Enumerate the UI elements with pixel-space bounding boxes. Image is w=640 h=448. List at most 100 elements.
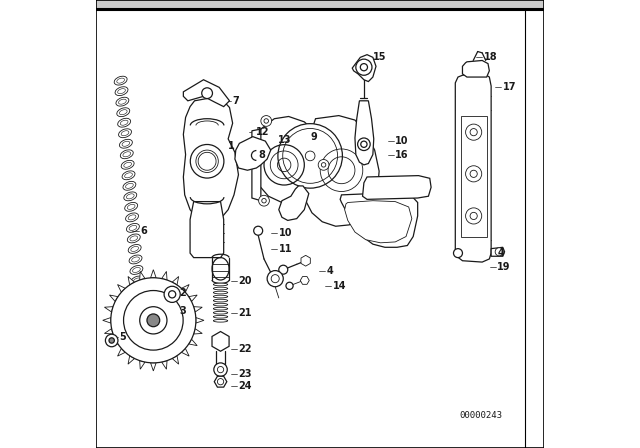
- Circle shape: [267, 271, 284, 287]
- Text: 6: 6: [140, 226, 147, 236]
- Text: 7: 7: [233, 96, 239, 106]
- Polygon shape: [118, 349, 125, 356]
- Ellipse shape: [134, 308, 147, 316]
- Ellipse shape: [134, 289, 142, 293]
- Polygon shape: [128, 356, 134, 364]
- Ellipse shape: [213, 315, 228, 318]
- Circle shape: [147, 314, 160, 327]
- Circle shape: [305, 151, 315, 161]
- Ellipse shape: [132, 257, 140, 262]
- Ellipse shape: [114, 76, 127, 85]
- Polygon shape: [362, 176, 431, 199]
- Ellipse shape: [120, 110, 127, 115]
- Circle shape: [214, 363, 227, 376]
- Ellipse shape: [133, 278, 141, 283]
- Circle shape: [361, 141, 367, 147]
- Circle shape: [124, 291, 183, 350]
- Ellipse shape: [125, 173, 132, 178]
- Ellipse shape: [129, 225, 137, 230]
- Ellipse shape: [128, 245, 141, 254]
- Circle shape: [164, 286, 180, 302]
- Ellipse shape: [125, 213, 138, 222]
- Polygon shape: [255, 116, 324, 202]
- Ellipse shape: [130, 266, 143, 275]
- Polygon shape: [463, 60, 490, 77]
- Ellipse shape: [115, 87, 128, 95]
- Text: 9: 9: [310, 132, 317, 142]
- Text: 24: 24: [239, 381, 252, 391]
- Polygon shape: [235, 137, 271, 170]
- Ellipse shape: [127, 204, 135, 209]
- Polygon shape: [172, 356, 179, 364]
- Polygon shape: [104, 306, 113, 312]
- Polygon shape: [162, 271, 167, 280]
- Ellipse shape: [122, 141, 130, 146]
- Ellipse shape: [118, 99, 126, 104]
- Text: 23: 23: [239, 369, 252, 379]
- Ellipse shape: [213, 283, 228, 286]
- Ellipse shape: [127, 194, 134, 199]
- Text: 4: 4: [497, 248, 504, 258]
- Ellipse shape: [213, 319, 228, 322]
- Ellipse shape: [132, 287, 145, 295]
- Polygon shape: [279, 186, 309, 220]
- Ellipse shape: [122, 171, 135, 180]
- Ellipse shape: [123, 152, 131, 157]
- Text: 8: 8: [258, 150, 265, 159]
- Polygon shape: [162, 361, 167, 369]
- Ellipse shape: [130, 236, 138, 241]
- Ellipse shape: [121, 160, 134, 169]
- Circle shape: [279, 265, 288, 274]
- Ellipse shape: [121, 131, 129, 136]
- Ellipse shape: [213, 291, 228, 294]
- Ellipse shape: [132, 267, 140, 272]
- Ellipse shape: [124, 192, 137, 201]
- Ellipse shape: [118, 89, 125, 94]
- Polygon shape: [491, 247, 504, 256]
- Circle shape: [466, 124, 482, 140]
- Ellipse shape: [131, 276, 144, 285]
- Ellipse shape: [125, 183, 133, 188]
- Polygon shape: [189, 295, 197, 302]
- Polygon shape: [189, 339, 197, 346]
- Polygon shape: [355, 101, 374, 165]
- Polygon shape: [140, 361, 145, 369]
- Polygon shape: [104, 329, 113, 334]
- Polygon shape: [345, 201, 412, 243]
- Circle shape: [262, 198, 266, 203]
- Circle shape: [470, 212, 477, 220]
- Polygon shape: [252, 129, 261, 201]
- Ellipse shape: [134, 318, 147, 327]
- Circle shape: [466, 166, 482, 182]
- Ellipse shape: [131, 246, 138, 251]
- Circle shape: [321, 163, 326, 167]
- Circle shape: [286, 282, 293, 289]
- Circle shape: [259, 195, 269, 206]
- Polygon shape: [109, 339, 118, 346]
- Ellipse shape: [116, 97, 129, 106]
- Polygon shape: [340, 194, 418, 247]
- Text: 1: 1: [228, 141, 235, 151]
- Text: 20: 20: [239, 276, 252, 286]
- Circle shape: [356, 59, 372, 75]
- Polygon shape: [103, 318, 111, 323]
- Ellipse shape: [125, 202, 138, 211]
- Circle shape: [283, 129, 337, 183]
- Circle shape: [111, 278, 196, 363]
- Circle shape: [318, 159, 329, 170]
- Ellipse shape: [213, 311, 228, 314]
- Circle shape: [271, 275, 279, 283]
- Polygon shape: [181, 349, 189, 356]
- Text: 10: 10: [396, 136, 409, 146]
- Text: 12: 12: [257, 127, 270, 137]
- Bar: [96, 0, 544, 10]
- Circle shape: [264, 119, 269, 123]
- Circle shape: [168, 291, 176, 298]
- Polygon shape: [140, 271, 145, 280]
- Text: 5: 5: [119, 332, 126, 342]
- Ellipse shape: [118, 118, 131, 127]
- Ellipse shape: [124, 162, 131, 167]
- Polygon shape: [150, 270, 156, 278]
- Ellipse shape: [117, 108, 130, 116]
- Text: 4: 4: [327, 266, 333, 276]
